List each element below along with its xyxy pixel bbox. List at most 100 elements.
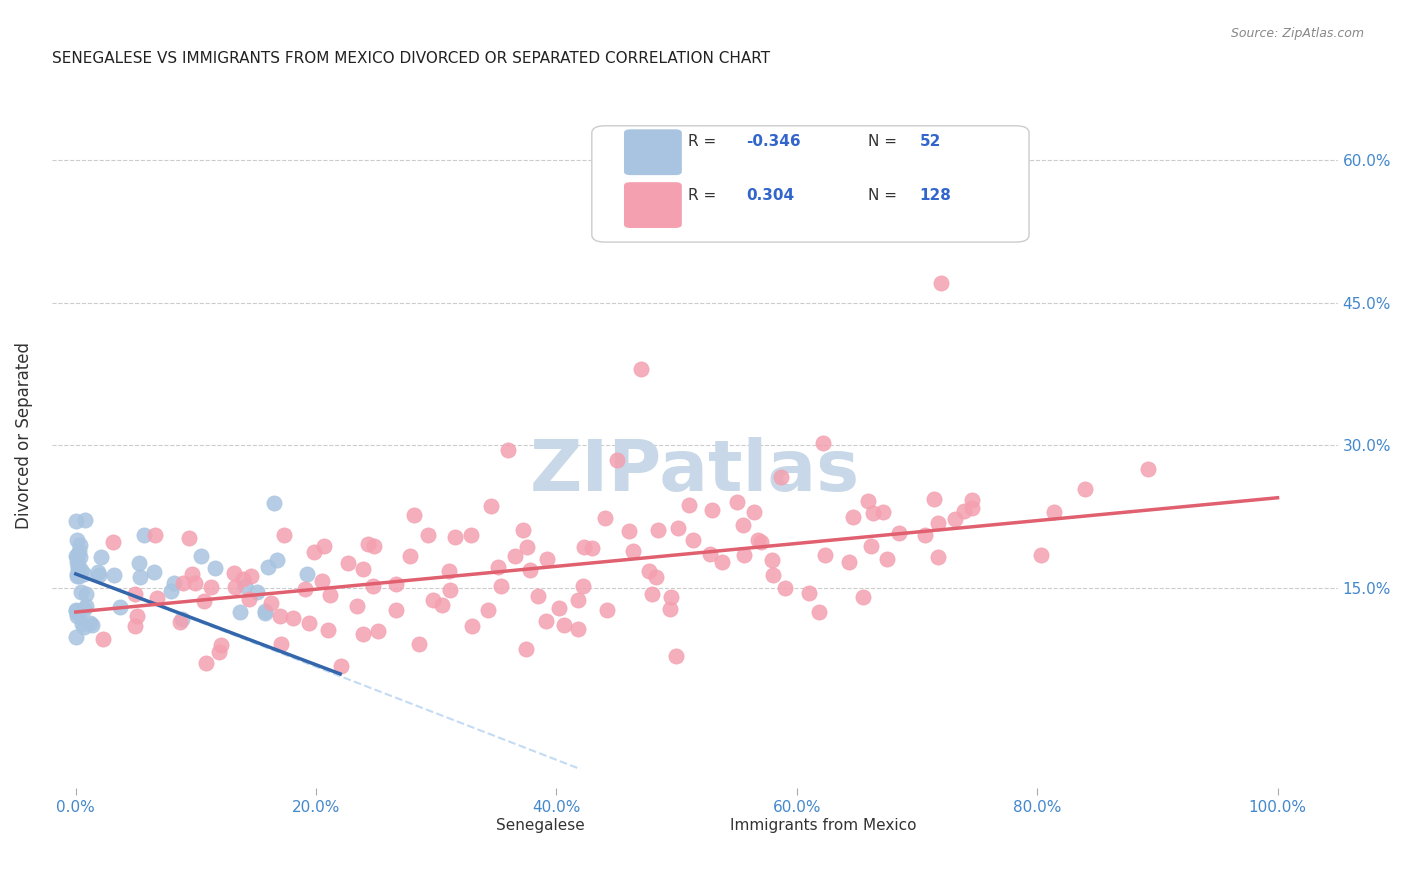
Point (682, 533, 704, 548)
Point (245, 585, 267, 599)
Point (163, 576, 186, 591)
Point (65, 549, 87, 564)
Point (665, 648, 688, 663)
Point (256, 560, 278, 574)
Point (67, 544, 90, 558)
Point (283, 611, 305, 625)
Point (408, 637, 430, 651)
Point (145, 591, 167, 605)
Point (398, 549, 420, 564)
Point (749, 535, 772, 549)
Text: Source: ZipAtlas.com: Source: ZipAtlas.com (1230, 27, 1364, 40)
Point (761, 553, 783, 567)
Point (208, 645, 231, 659)
Point (515, 641, 537, 656)
Point (346, 599, 368, 613)
Point (1029, 549, 1052, 563)
Point (103, 534, 125, 549)
Point (479, 499, 502, 513)
Point (69, 538, 91, 552)
Point (810, 200, 832, 214)
Point (363, 539, 385, 553)
Point (65, 602, 87, 616)
Point (659, 602, 682, 616)
Point (143, 565, 166, 579)
Point (702, 503, 724, 517)
Point (193, 594, 215, 608)
Point (630, 362, 652, 376)
Point (222, 566, 245, 581)
Point (66, 549, 89, 563)
Point (770, 470, 793, 484)
Point (75, 587, 97, 601)
Point (678, 498, 700, 512)
Point (336, 556, 359, 570)
Point (319, 588, 342, 602)
Point (66, 533, 89, 547)
Text: 52: 52 (920, 134, 941, 149)
FancyBboxPatch shape (592, 126, 1029, 242)
Point (90, 550, 112, 565)
FancyBboxPatch shape (437, 809, 489, 845)
Point (572, 541, 595, 555)
Text: SENEGALESE VS IMMIGRANTS FROM MEXICO DIVORCED OR SEPARATED CORRELATION CHART: SENEGALESE VS IMMIGRANTS FROM MEXICO DIV… (52, 51, 770, 66)
Point (169, 615, 191, 629)
Point (641, 587, 664, 601)
Point (294, 582, 316, 597)
Point (581, 541, 603, 555)
Text: ZIPatlas: ZIPatlas (530, 436, 859, 506)
Point (124, 619, 146, 633)
Point (699, 547, 721, 561)
FancyBboxPatch shape (624, 182, 682, 228)
Point (814, 548, 837, 562)
Point (593, 510, 616, 524)
Point (312, 540, 335, 554)
Text: -0.346: -0.346 (747, 134, 801, 149)
Text: 0.304: 0.304 (747, 188, 794, 202)
Point (304, 545, 326, 559)
Point (486, 560, 509, 574)
Point (929, 277, 952, 291)
Point (842, 509, 865, 524)
Point (273, 528, 295, 542)
Point (647, 523, 669, 537)
Point (125, 608, 148, 623)
Point (367, 624, 389, 638)
Point (962, 501, 984, 516)
Point (503, 549, 526, 563)
Point (460, 528, 482, 542)
Point (172, 576, 194, 591)
Point (645, 570, 668, 584)
Point (572, 579, 595, 593)
Point (927, 516, 949, 530)
Point (129, 570, 152, 584)
Point (1136, 462, 1159, 476)
Point (179, 531, 201, 545)
Point (73, 601, 96, 615)
Point (914, 528, 936, 542)
Point (75, 513, 97, 527)
Point (254, 606, 277, 620)
Point (439, 564, 461, 578)
Point (862, 506, 884, 520)
Point (567, 623, 589, 637)
FancyBboxPatch shape (714, 809, 765, 845)
Point (89, 568, 111, 582)
Point (67, 560, 90, 574)
Point (80, 617, 103, 632)
Point (180, 566, 202, 581)
Point (65, 609, 87, 624)
Point (953, 503, 976, 517)
Y-axis label: Divorced or Separated: Divorced or Separated (15, 343, 32, 529)
Point (762, 568, 785, 582)
Point (477, 603, 499, 617)
Point (416, 528, 439, 542)
Point (254, 604, 277, 618)
Point (233, 579, 256, 593)
Point (295, 567, 318, 582)
Point (66, 559, 89, 574)
Point (731, 517, 754, 532)
Point (134, 528, 156, 542)
Point (108, 600, 131, 615)
Text: Senegalese: Senegalese (496, 819, 585, 833)
